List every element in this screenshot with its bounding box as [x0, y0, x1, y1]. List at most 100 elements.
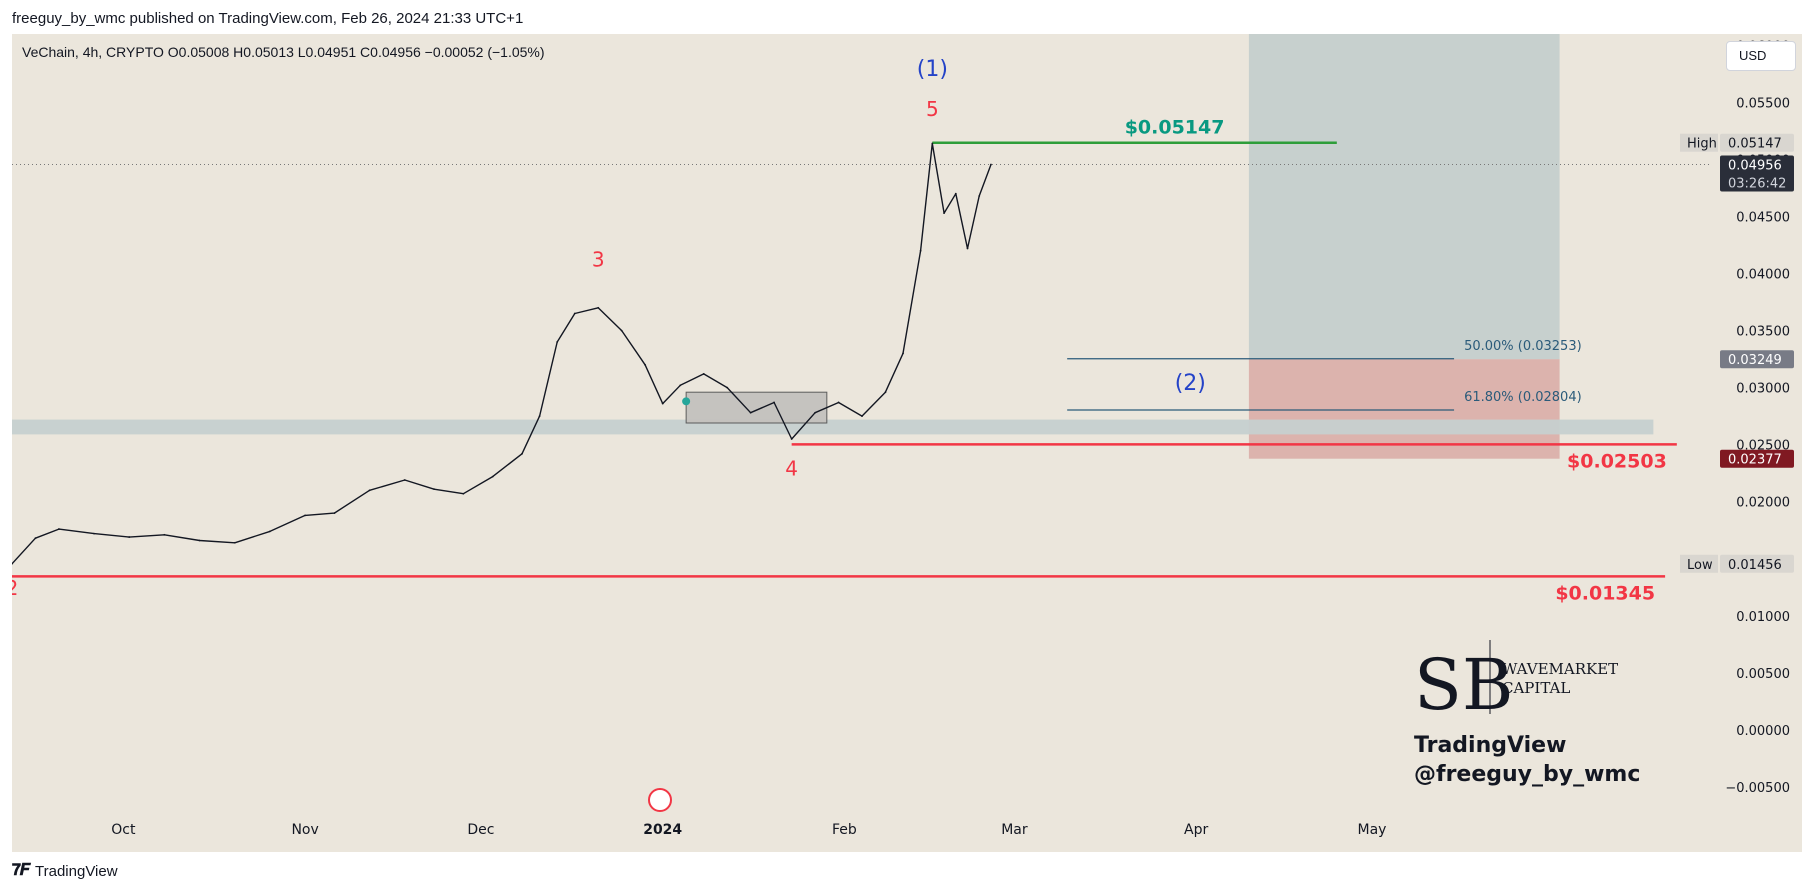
price-point [556, 341, 559, 343]
price-point [521, 452, 523, 455]
y-tick-label: −0.00500 [1725, 781, 1790, 796]
stop-zone [1248, 359, 1560, 459]
y-tick-label: 0.04000 [1736, 268, 1790, 283]
price-tag-label: High [1687, 137, 1717, 152]
price-point [573, 312, 576, 315]
price-point [790, 438, 793, 440]
support-band [12, 419, 1654, 435]
y-tick-label: 0.03000 [1736, 382, 1790, 397]
watermark-company-line1: WAVEMARKET [1502, 660, 1618, 678]
price-point [749, 411, 752, 414]
price-point [679, 384, 682, 387]
price-point [644, 363, 647, 366]
y-tick-label: 0.03500 [1736, 325, 1790, 340]
price-point [491, 475, 494, 478]
target-zone [1248, 34, 1560, 360]
price-tag-label-box [1680, 133, 1718, 152]
price-point [538, 415, 541, 418]
x-tick-label: Dec [467, 822, 494, 838]
price-tag-label-box [1680, 554, 1718, 573]
x-tick-label: Mar [1001, 822, 1028, 838]
price-point [57, 528, 60, 530]
watermark-brand-line1: TradingView [1414, 733, 1566, 758]
price-point [884, 391, 887, 394]
x-tick-label: Apr [1184, 822, 1208, 838]
price-point [304, 514, 307, 517]
price-tag-box [1720, 155, 1794, 192]
price-tag-box [1720, 449, 1794, 468]
y-tick-label: 0.02000 [1736, 496, 1790, 511]
y-tick-label: 0.01000 [1736, 610, 1790, 625]
price-point [978, 195, 981, 197]
price-point [163, 533, 166, 536]
tradingview-logo-icon: 𝟕𝑭 [12, 862, 30, 879]
wave-label: (1) [917, 57, 948, 82]
price-point [34, 537, 37, 540]
level-label: $0.01345 [1555, 582, 1655, 604]
price-point [726, 386, 729, 389]
price-tag-box [1720, 554, 1794, 573]
wave-label: 2 [12, 576, 18, 600]
price-point [919, 249, 922, 252]
price-point [269, 530, 271, 533]
price-point [198, 539, 201, 542]
price-point [837, 401, 840, 404]
price-point [902, 352, 904, 355]
footer-logo-text: TradingView [35, 862, 118, 880]
wave-label: 3 [592, 248, 605, 272]
price-chart[interactable]: $0.05147 $0.02503 $0.01345 50.00% (0.03253)… [12, 34, 1802, 852]
x-tick-label: 2024 [643, 822, 682, 838]
y-tick-label: 0.00000 [1736, 724, 1790, 739]
price-tag-value: 0.05147 [1728, 137, 1782, 152]
x-tick-label: Feb [832, 822, 857, 838]
price-tag-value: 0.03249 [1728, 353, 1782, 368]
price-point [773, 401, 775, 404]
price-point [233, 541, 236, 544]
x-tick-label: Oct [111, 822, 136, 838]
price-tag-box [1720, 350, 1794, 369]
price-point [861, 415, 863, 418]
price-point [990, 163, 992, 166]
price-point [814, 411, 817, 414]
y-tick-label: 0.04500 [1736, 211, 1790, 226]
y-tick-label: 0.00500 [1736, 667, 1790, 682]
chart-frame[interactable]: $0.05147 $0.02503 $0.01345 50.00% (0.03253)… [12, 34, 1802, 852]
y-tick-label: 0.05500 [1736, 96, 1790, 111]
x-tick-label: Nov [291, 822, 318, 838]
price-point [433, 488, 435, 491]
price-point [12, 562, 13, 565]
watermark-brand-line2: @freeguy_by_wmc [1414, 762, 1640, 787]
price-tag-label: Low [1687, 558, 1713, 573]
x-tick-label: May [1358, 822, 1387, 838]
range-box [685, 391, 828, 424]
price-tag-value: 0.04956 [1728, 159, 1782, 174]
price-point [966, 247, 969, 250]
event-marker [682, 397, 691, 406]
footer[interactable]: 𝟕𝑭 TradingView [12, 862, 118, 880]
watermark-monogram: SB [1414, 644, 1513, 726]
price-point [403, 479, 406, 481]
flag-events-icon [648, 788, 672, 812]
level-label: $0.05147 [1125, 117, 1225, 139]
price-point [661, 402, 664, 405]
published-line: freeguy_by_wmc published on TradingView.… [12, 10, 524, 27]
price-tag-value: 0.02377 [1728, 453, 1782, 468]
wave-label: 4 [785, 456, 798, 480]
price-point [333, 512, 336, 515]
price-tag-countdown: 03:26:42 [1728, 177, 1786, 192]
price-point [702, 373, 705, 375]
price-point [128, 536, 131, 538]
price-point [597, 306, 600, 309]
price-tag-value: 0.01456 [1728, 558, 1782, 573]
price-point [620, 329, 623, 332]
price-series-line [12, 142, 992, 565]
watermark-company-line2: CAPITAL [1502, 679, 1570, 697]
price-point [462, 492, 465, 495]
currency-button[interactable]: USD [1726, 41, 1796, 71]
price-point [368, 489, 371, 492]
fib-label: 50.00% (0.03253) [1464, 339, 1582, 354]
price-point [943, 212, 945, 214]
price-point [931, 142, 934, 145]
wave-label: 5 [926, 97, 939, 121]
price-tag-box [1720, 133, 1794, 152]
